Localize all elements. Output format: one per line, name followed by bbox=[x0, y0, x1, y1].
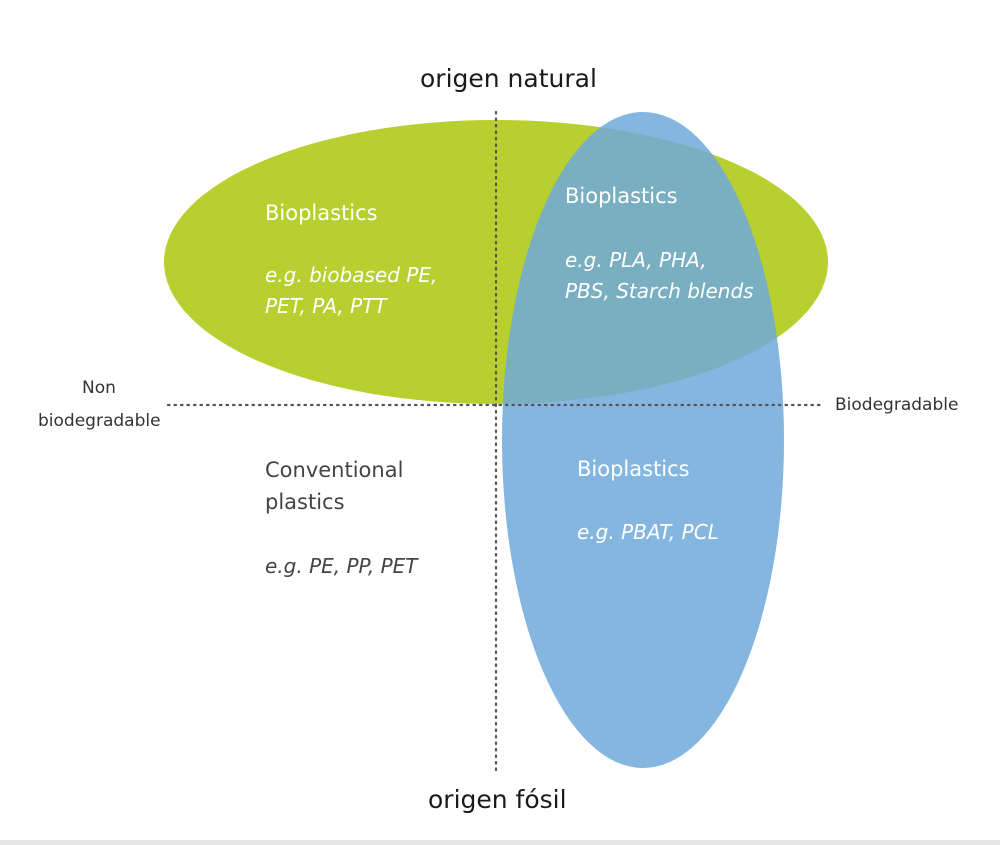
top-right-example-line2: PBS, Starch blends bbox=[565, 279, 754, 303]
biodegradable-ellipse bbox=[502, 112, 784, 768]
top-left-title: Bioplastics bbox=[265, 201, 378, 225]
bottom-left-title-line2: plastics bbox=[265, 490, 345, 514]
axis-label-top: origen natural bbox=[420, 64, 597, 93]
bottom-right-example: e.g. PBAT, PCL bbox=[577, 520, 719, 544]
top-left-example-line2: PET, PA, PTT bbox=[265, 294, 387, 318]
bottom-left-title-line1: Conventional bbox=[265, 458, 404, 482]
axis-label-left-line2: biodegradable bbox=[38, 411, 161, 431]
axis-label-left-line1: Non bbox=[82, 378, 116, 398]
bottom-divider bbox=[0, 840, 1000, 845]
bottom-right-title: Bioplastics bbox=[577, 457, 690, 481]
top-right-example-line1: e.g. PLA, PHA, bbox=[565, 248, 707, 272]
axis-label-right: Biodegradable bbox=[835, 395, 959, 415]
top-right-title: Bioplastics bbox=[565, 184, 678, 208]
axis-label-bottom: origen fósil bbox=[428, 785, 567, 814]
top-left-example-line1: e.g. biobased PE, bbox=[265, 263, 438, 287]
bottom-left-example: e.g. PE, PP, PET bbox=[265, 554, 418, 578]
